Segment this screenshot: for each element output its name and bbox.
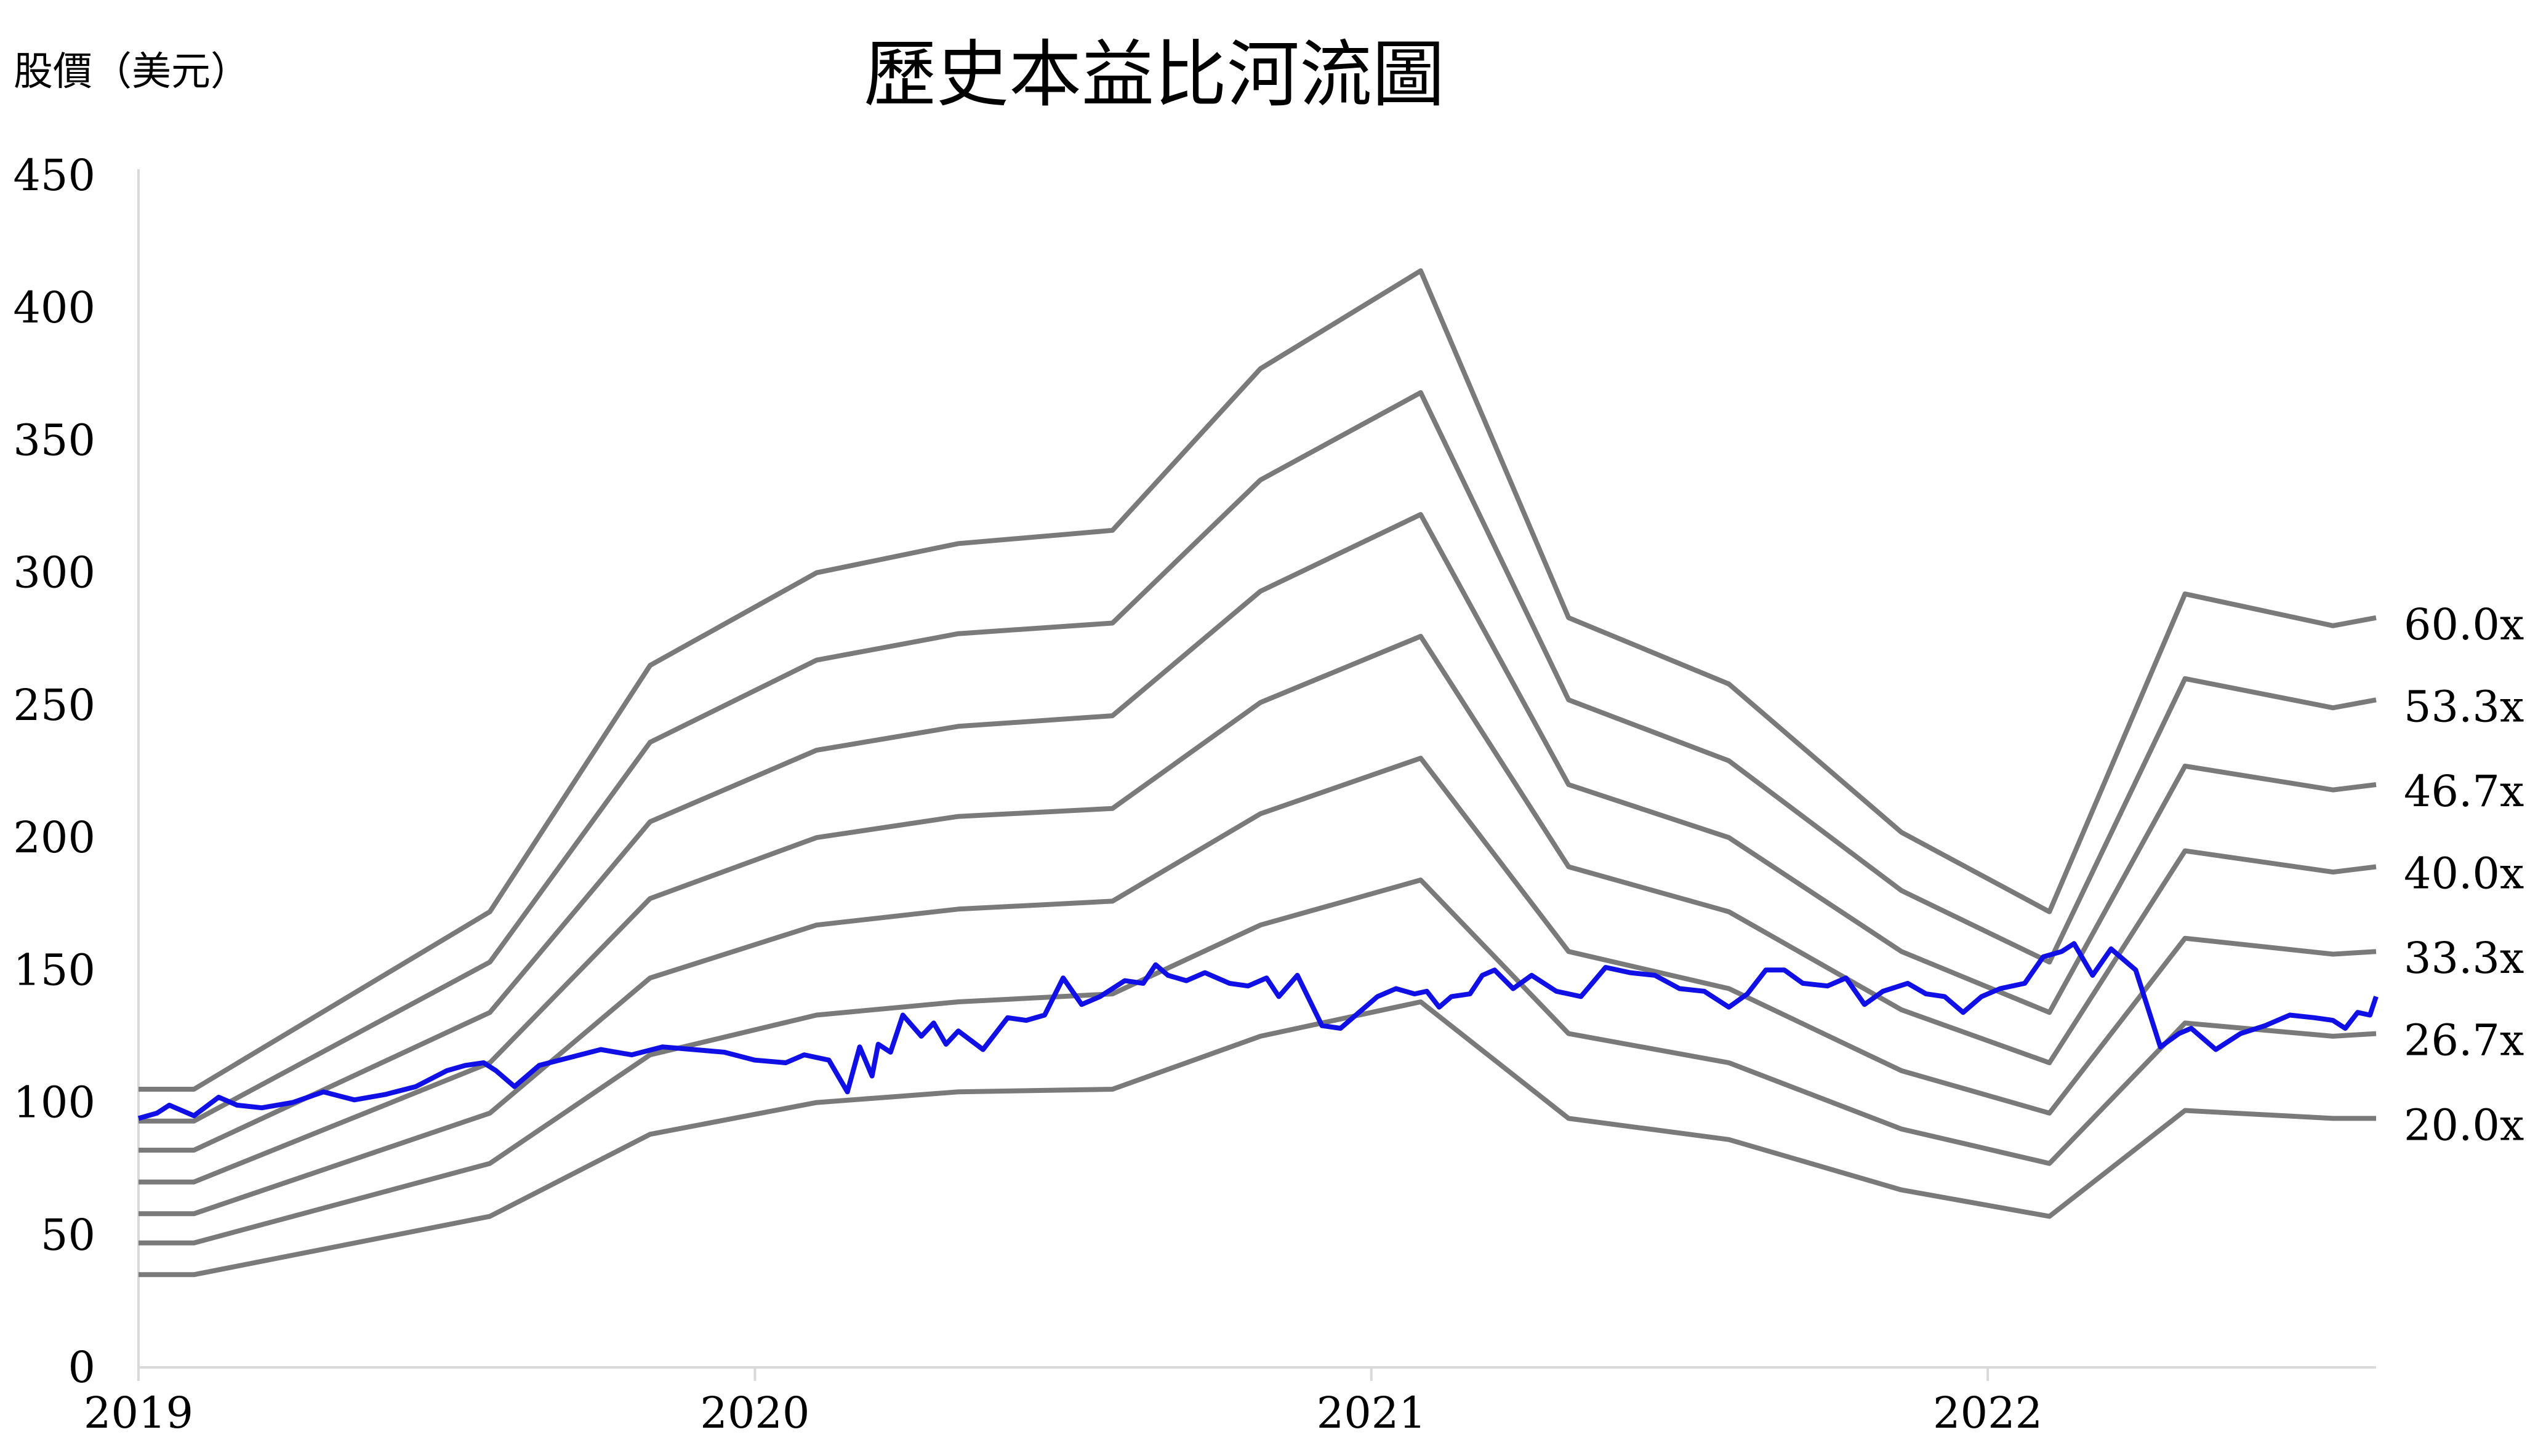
x-tick-label: 2021	[1317, 1388, 1426, 1438]
y-tick-label: 400	[13, 282, 95, 333]
band-label: 33.3x	[2404, 933, 2524, 983]
y-tick-label: 250	[13, 680, 95, 730]
band-label: 20.0x	[2404, 1100, 2524, 1150]
y-tick-label: 50	[41, 1210, 95, 1260]
y-tick-label: 0	[68, 1342, 95, 1393]
band-label: 40.0x	[2404, 848, 2524, 898]
y-tick-label: 350	[13, 415, 95, 465]
y-tick-label: 450	[13, 150, 95, 201]
band-labels: 60.0x 53.3x 46.7x 40.0x 33.3x 26.7x 20.0x	[2404, 599, 2524, 1151]
x-tick-label: 2019	[84, 1388, 193, 1438]
band-line	[139, 268, 2377, 1092]
y-axis-label: 股價（美元）	[14, 49, 250, 95]
pe-bands	[139, 268, 2377, 1278]
band-label: 26.7x	[2404, 1015, 2524, 1066]
chart-title: 歷史本益比河流圖	[864, 32, 1445, 117]
band-line	[139, 756, 2377, 1217]
price-series	[137, 941, 2379, 1121]
y-tick-label: 150	[13, 945, 95, 995]
price-line	[137, 941, 2379, 1121]
band-line	[139, 878, 2377, 1246]
axes: 0 50 100 150 200 250 300 350 400 450 2019 2020 2021 2…	[13, 150, 2376, 1438]
y-tick-label: 100	[13, 1078, 95, 1128]
y-tick-label: 200	[13, 812, 95, 863]
band-label: 60.0x	[2404, 599, 2524, 650]
band-line	[139, 512, 2377, 1153]
y-tick-label: 300	[13, 548, 95, 598]
band-line	[139, 390, 2377, 1124]
x-tick-label: 2022	[1933, 1388, 2042, 1438]
band-line	[139, 999, 2376, 1278]
band-label: 46.7x	[2404, 766, 2524, 817]
band-label: 53.3x	[2404, 681, 2524, 732]
x-tick-label: 2020	[700, 1388, 809, 1438]
